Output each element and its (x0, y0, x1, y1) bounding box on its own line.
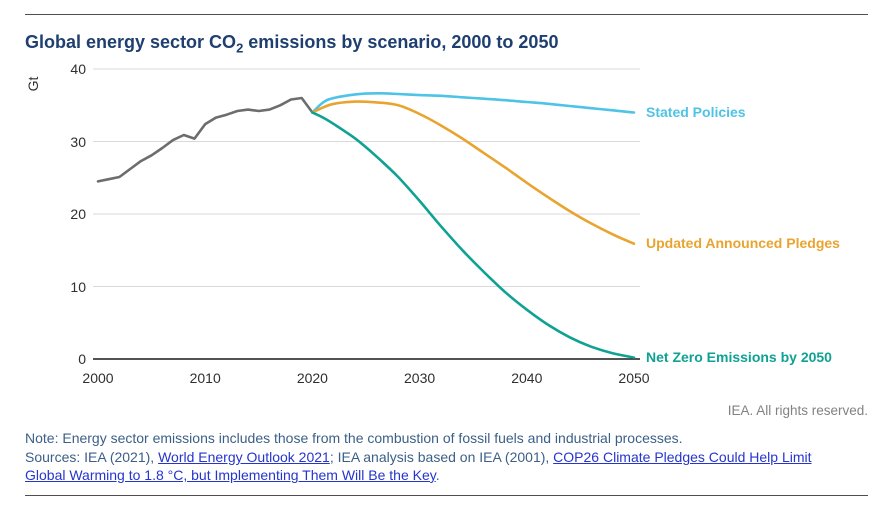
title-text-suffix: emissions by scenario, 2000 to 2050 (243, 32, 559, 53)
page-title: Global energy sector CO2 emissions by sc… (25, 32, 558, 56)
top-divider (25, 14, 868, 15)
sources-line-1: Sources: IEA (2021), World Energy Outloo… (25, 448, 812, 466)
series-line-updated-announced-pledges (311, 100, 636, 245)
link-world-energy-outlook-2021[interactable]: World Energy Outlook 2021 (158, 449, 330, 465)
bottom-divider (25, 495, 868, 496)
title-text: Global energy sector CO (25, 32, 237, 53)
sources-suffix: . (435, 467, 440, 483)
link-cop26-pledges-part2[interactable]: Global Warming to 1.8 °C, but Implementi… (25, 467, 436, 483)
sources-prefix: Sources: IEA (2021), (25, 449, 159, 465)
series-line-historical (96, 96, 314, 183)
copyright-text: IEA. All rights reserved. (727, 403, 868, 418)
note-text: Note: Energy sector emissions includes t… (25, 430, 683, 446)
series-line-net-zero-2050 (311, 111, 636, 359)
title-subscript: 2 (236, 40, 244, 56)
sources-line-2: Global Warming to 1.8 °C, but Implementi… (25, 466, 440, 484)
sources-mid: ; IEA analysis based on IEA (2001), (329, 449, 554, 465)
link-cop26-pledges-part1[interactable]: COP26 Climate Pledges Could Help Limit (553, 449, 812, 465)
series-line-stated-policies (311, 91, 636, 114)
